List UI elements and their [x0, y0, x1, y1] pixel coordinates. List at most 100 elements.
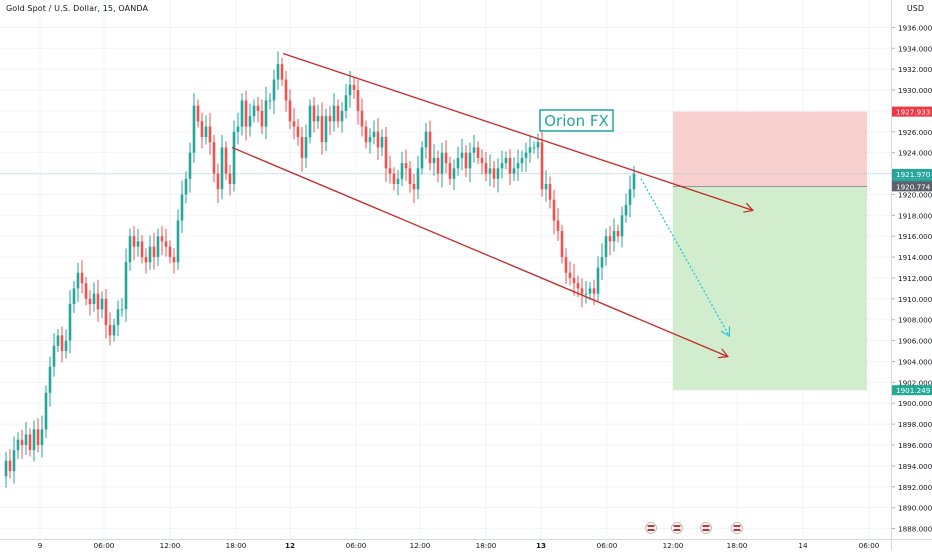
candle-body	[348, 84, 352, 96]
candle-body	[16, 439, 20, 451]
candle-body	[396, 178, 400, 184]
take-profit-badge-bg	[892, 385, 932, 396]
economic-event-flag-icon[interactable]	[700, 522, 712, 534]
candle-body	[12, 450, 16, 472]
candle-body	[612, 230, 616, 242]
event-markers[interactable]	[645, 522, 743, 534]
time-tick-label: 18:00	[226, 541, 247, 550]
candle-body	[200, 121, 204, 138]
time-tick-label: 12:00	[160, 541, 181, 550]
candle-body	[104, 298, 108, 325]
candle-body	[508, 157, 512, 174]
price-tick-label: 1890.000	[898, 504, 932, 513]
drawings[interactable]: Orion FX	[231, 52, 752, 357]
candle-body	[504, 157, 508, 164]
stop-loss-zone[interactable]	[673, 111, 867, 187]
candle-body	[176, 220, 180, 263]
candle-body	[408, 168, 412, 184]
time-tick-label: 14	[798, 541, 808, 550]
candle-body	[80, 272, 84, 284]
candle-body	[568, 272, 572, 278]
channel-upper-line[interactable]	[282, 52, 752, 211]
candle-body	[476, 147, 480, 158]
candle-body	[224, 147, 228, 174]
economic-event-flag-icon[interactable]	[731, 522, 743, 534]
candle-body	[492, 168, 496, 179]
candle-body	[628, 189, 632, 205]
candle-body	[420, 147, 424, 169]
candle-body	[304, 137, 308, 158]
price-axis-bg	[892, 0, 932, 550]
channel-lower-line[interactable]	[231, 146, 727, 356]
candle-body	[120, 309, 124, 311]
candle-body	[432, 157, 436, 164]
candle-body	[188, 152, 192, 179]
candle-body	[296, 126, 300, 138]
candle-body	[240, 100, 244, 127]
candle-body	[456, 157, 460, 169]
candle-body	[236, 126, 240, 132]
candle-body	[468, 152, 472, 169]
candle-body	[440, 152, 444, 174]
economic-event-flag-icon[interactable]	[645, 522, 657, 534]
candle-body	[552, 199, 556, 221]
candle-body	[276, 63, 280, 80]
candle-body	[452, 168, 456, 179]
candle-body	[584, 293, 588, 295]
time-tick-label: 06:00	[859, 541, 880, 550]
current-price-badge-text: 1921.970	[896, 170, 931, 179]
currency-label[interactable]: USD	[906, 4, 924, 13]
candle-body	[108, 324, 112, 336]
price-tick-label: 1892.000	[898, 483, 932, 492]
candle-body	[556, 220, 560, 231]
price-axis-divider	[891, 0, 892, 550]
candle-body	[392, 173, 396, 184]
current-price-badge: 1921.970	[892, 168, 932, 179]
candle-body	[92, 293, 96, 305]
annotation-label[interactable]: Orion FX	[539, 109, 614, 132]
candle-body	[220, 147, 224, 190]
candle-body	[232, 131, 236, 184]
price-tick-label: 1916.000	[898, 232, 932, 241]
candle-body	[156, 236, 160, 258]
candle-body	[316, 116, 320, 122]
candle-body	[168, 246, 172, 258]
candle-body	[8, 460, 12, 472]
candle-body	[208, 126, 212, 143]
candle-body	[180, 194, 184, 221]
candle-body	[84, 283, 88, 299]
candle-body	[388, 168, 392, 174]
price-tick-label: 1904.000	[898, 357, 932, 366]
stop-loss-badge: 1927.933	[892, 106, 932, 117]
candle-body	[620, 215, 624, 237]
candle-body	[600, 257, 604, 268]
price-tick-label: 1934.000	[898, 44, 932, 53]
take-profit-zone[interactable]	[673, 186, 867, 391]
candle-body	[20, 439, 24, 445]
candle-body	[624, 204, 628, 216]
candle-body	[248, 116, 252, 127]
time-tick-label: 06:00	[94, 541, 115, 550]
time-axis[interactable]: 9 06:00 12:00 18:00 12 06:00 12:00 18:00 13 06:00…	[0, 540, 891, 551]
candle-body	[608, 236, 612, 242]
candle-body	[72, 288, 76, 305]
price-axis[interactable]: 1936.0001934.0001932.0001930.0001928.000…	[891, 0, 932, 550]
candle-body	[124, 262, 128, 310]
time-tick-label: 06:00	[597, 541, 618, 550]
candle-body	[260, 110, 264, 127]
candle-body	[632, 173, 636, 190]
candle-body	[196, 105, 200, 122]
candle-body	[172, 257, 176, 263]
symbol-title[interactable]: Gold Spot / U.S. Dollar, 15, OANDA	[6, 4, 149, 13]
candle-body	[416, 168, 420, 190]
economic-event-flag-icon[interactable]	[671, 522, 683, 534]
candle-body	[540, 142, 544, 190]
candle-body	[312, 105, 316, 122]
candle-body	[36, 429, 40, 445]
candle-body	[184, 178, 188, 195]
annotation-box[interactable]	[539, 109, 614, 132]
candle-body	[376, 131, 380, 148]
long-position-tool[interactable]	[0, 111, 891, 391]
projection-arrow[interactable]	[640, 178, 729, 336]
